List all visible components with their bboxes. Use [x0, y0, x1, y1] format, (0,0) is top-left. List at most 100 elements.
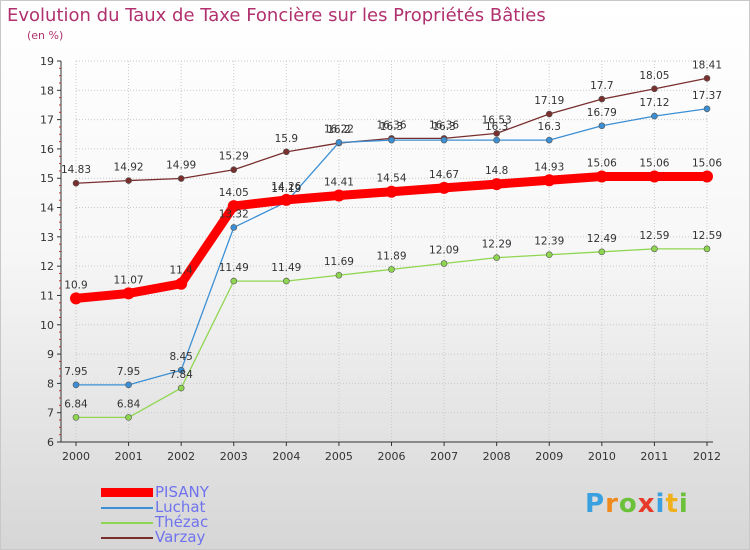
y-tick-label: 18 [40, 84, 54, 97]
data-point-pisany [227, 200, 240, 213]
data-point-pisany [543, 174, 556, 187]
data-label-pisany: 11.4 [169, 265, 193, 277]
data-point-thézac [335, 271, 343, 279]
x-tick-label: 2006 [378, 450, 406, 463]
data-point-luchat [703, 105, 711, 113]
legend-label: Varzay [155, 528, 206, 546]
data-point-thézac [72, 414, 80, 421]
logo-letter: r [605, 489, 619, 519]
data-point-thézac [177, 384, 185, 392]
data-point-thézac [388, 266, 395, 273]
legend-label: PISANY [155, 483, 209, 501]
chart-title: Evolution du Taux de Taxe Foncière sur l… [7, 5, 546, 26]
data-label-luchat: 17.37 [692, 90, 722, 102]
data-point-luchat [388, 136, 395, 144]
data-label-thézac: 12.59 [639, 230, 669, 242]
proxiti-logo: Proxiti [585, 489, 689, 519]
data-label-luchat: 7.95 [117, 366, 140, 378]
legend-swatch [101, 521, 153, 524]
data-point-pisany [648, 170, 661, 183]
data-point-varzay [177, 175, 185, 182]
data-label-pisany: 14.41 [324, 177, 354, 189]
data-label-thézac: 11.69 [324, 256, 354, 268]
data-point-varzay [703, 74, 711, 82]
data-label-luchat: 7.95 [64, 366, 87, 378]
logo-letter: x [637, 489, 656, 519]
y-tick-label: 11 [40, 289, 54, 302]
logo-letter: i [678, 489, 689, 519]
x-tick-label: 2007 [430, 450, 458, 463]
data-point-pisany [332, 189, 345, 202]
data-label-varzay: 14.92 [114, 162, 144, 174]
y-tick-label: 9 [47, 348, 54, 361]
data-label-thézac: 12.59 [692, 230, 722, 242]
x-tick-label: 2008 [483, 450, 511, 463]
data-point-thézac [651, 245, 658, 253]
y-axis-unit-label: (en %) [27, 29, 64, 42]
data-point-luchat [177, 366, 185, 374]
x-tick-label: 2012 [693, 450, 721, 463]
data-point-luchat [651, 112, 658, 120]
x-tick-label: 2010 [588, 450, 616, 463]
data-point-pisany [438, 181, 451, 194]
x-tick-label: 2002 [167, 450, 195, 463]
data-point-pisany [175, 277, 188, 290]
data-label-varzay: 15.29 [219, 151, 249, 163]
data-point-thézac [230, 277, 238, 285]
data-label-luchat: 14.19 [271, 183, 301, 195]
logo-letter: i [655, 489, 666, 519]
data-point-luchat [440, 136, 448, 144]
data-label-pisany: 14.8 [485, 165, 508, 177]
data-label-pisany: 14.67 [429, 169, 459, 181]
y-tick-label: 19 [40, 55, 54, 68]
data-point-luchat [72, 381, 80, 389]
data-label-varzay: 18.41 [692, 59, 722, 71]
logo-letter: t [665, 489, 679, 519]
data-label-varzay: 18.05 [639, 70, 669, 82]
data-point-pisany [701, 170, 713, 183]
legend-label: Luchat [155, 498, 206, 516]
logo-letter: P [585, 489, 606, 519]
data-label-pisany: 15.06 [587, 157, 617, 169]
data-label-thézac: 6.84 [117, 398, 141, 410]
data-label-pisany: 15.06 [639, 157, 669, 169]
data-point-varzay [230, 166, 238, 174]
data-label-thézac: 12.09 [429, 245, 459, 257]
data-point-luchat [493, 136, 500, 144]
data-label-pisany: 14.05 [219, 187, 249, 199]
data-label-luchat: 16.3 [432, 121, 455, 133]
data-point-luchat [545, 136, 553, 144]
data-label-thézac: 12.49 [587, 233, 617, 245]
data-label-varzay: 16.53 [482, 114, 512, 126]
data-label-varzay: 14.83 [61, 164, 91, 176]
data-label-thézac: 11.49 [271, 262, 301, 274]
x-tick-label: 2001 [115, 450, 143, 463]
data-point-pisany [122, 287, 135, 300]
y-tick-label: 6 [47, 436, 54, 449]
y-tick-label: 15 [40, 172, 54, 185]
data-label-varzay: 17.19 [534, 95, 564, 107]
data-label-luchat: 16.3 [485, 121, 508, 133]
data-point-thézac [440, 260, 448, 267]
y-tick-label: 8 [47, 377, 54, 390]
legend-swatch [101, 488, 153, 497]
x-tick-label: 2004 [272, 450, 300, 463]
data-label-thézac: 12.29 [482, 239, 512, 251]
data-label-luchat: 13.32 [219, 208, 249, 220]
y-tick-label: 7 [47, 407, 54, 420]
data-label-thézac: 6.84 [64, 398, 88, 410]
data-label-thézac: 12.39 [534, 236, 564, 248]
data-label-varzay: 17.7 [590, 80, 613, 92]
data-label-luchat: 16.22 [324, 123, 354, 135]
data-point-varzay [598, 95, 606, 103]
data-label-luchat: 8.45 [169, 351, 192, 363]
data-point-thézac [545, 251, 553, 259]
data-label-pisany: 10.9 [64, 279, 87, 291]
data-point-pisany [490, 178, 503, 191]
data-point-luchat [598, 122, 606, 130]
y-tick-label: 10 [40, 319, 54, 332]
legend-swatch [101, 536, 153, 539]
data-point-varzay [545, 110, 553, 118]
